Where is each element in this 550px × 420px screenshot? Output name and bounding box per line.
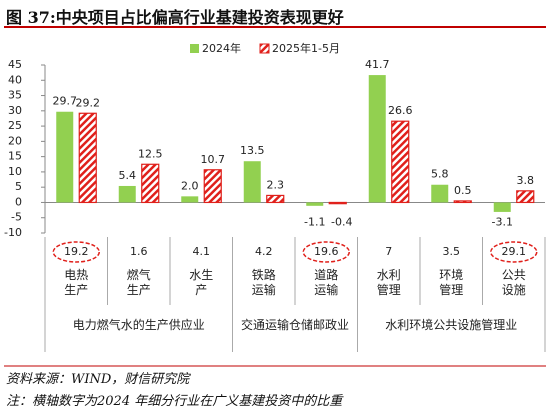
value-label: -1.1 — [304, 215, 325, 228]
weight-label: 1.6 — [130, 245, 148, 258]
bar — [368, 75, 386, 203]
weight-label: 19.6 — [314, 245, 339, 258]
weight-circle — [490, 241, 538, 263]
figure-title: 图 37:中央项目占比偏高行业基建投资表现更好 — [6, 8, 344, 27]
value-label: 10.7 — [201, 153, 226, 166]
weight-label: 29.1 — [502, 245, 527, 258]
bar — [56, 111, 74, 203]
value-label: 2.3 — [267, 178, 285, 191]
bar — [243, 161, 261, 203]
category-label: 公共设施 — [501, 268, 526, 297]
y-tick-label: -10 — [4, 226, 22, 239]
weight-label: 7 — [385, 245, 392, 258]
value-label: 13.5 — [240, 144, 265, 157]
category-label: 环境管理 — [439, 268, 464, 297]
bar — [141, 163, 160, 204]
bar — [203, 169, 222, 204]
legend-swatch — [190, 44, 199, 53]
bar — [78, 112, 97, 204]
value-label: -3.1 — [492, 215, 513, 228]
value-label: 12.5 — [138, 147, 163, 160]
value-label: 0.5 — [454, 184, 472, 197]
weight-label: 4.2 — [255, 245, 273, 258]
y-tick-label: 5 — [15, 180, 22, 193]
bar — [306, 202, 324, 206]
weight-label: 19.2 — [64, 245, 89, 258]
weight-label: 3.5 — [443, 245, 461, 258]
bar — [328, 201, 347, 205]
y-tick-label: 20 — [8, 134, 22, 147]
y-tick-label: 45 — [8, 58, 22, 71]
value-label: -0.4 — [331, 215, 352, 228]
weight-label: 4.1 — [193, 245, 211, 258]
value-label: 41.7 — [365, 58, 390, 71]
group-label: 电力燃气水的生产供应业 — [72, 318, 205, 332]
bar — [516, 190, 535, 204]
value-label: 26.6 — [388, 104, 413, 117]
value-label: 5.8 — [431, 168, 449, 181]
y-tick-label: 35 — [8, 89, 22, 102]
group-label: 交通运输仓储邮政业 — [240, 318, 349, 332]
y-tick-label: 25 — [8, 119, 22, 132]
bar — [181, 196, 199, 203]
bar — [431, 184, 449, 203]
category-label: 电热生产 — [64, 268, 89, 297]
bar — [391, 120, 410, 204]
value-label: 29.2 — [76, 96, 101, 109]
value-label: 2.0 — [181, 179, 199, 192]
y-tick-label: 30 — [8, 104, 22, 117]
group-label: 水利环境公共设施管理业 — [385, 318, 518, 332]
y-tick-label: -5 — [11, 211, 22, 224]
bar — [493, 202, 511, 212]
category-label: 水生产 — [189, 268, 214, 297]
legend-label: 2025年1-5月 — [272, 41, 340, 55]
category-label: 水利管理 — [376, 268, 401, 297]
value-label: 29.7 — [53, 95, 78, 108]
source: 资料来源：WIND，财信研究院 — [6, 372, 190, 387]
legend-swatch — [259, 43, 270, 54]
bar — [118, 185, 136, 203]
category-label: 铁路运输 — [251, 268, 276, 297]
y-tick-label: 10 — [8, 165, 22, 178]
y-tick-label: 40 — [8, 73, 22, 86]
category-label: 道路运输 — [314, 268, 339, 297]
y-tick-label: 15 — [8, 150, 22, 163]
value-label: 3.8 — [517, 174, 535, 187]
weight-circle — [302, 241, 350, 263]
note: 注：横轴数字为2024 年细分行业在广义基建投资中的比重 — [6, 394, 343, 409]
bar — [266, 194, 285, 204]
bar — [453, 200, 472, 204]
value-label: 5.4 — [119, 169, 137, 182]
category-label: 燃气生产 — [126, 268, 151, 297]
legend-label: 2024年 — [202, 41, 241, 55]
y-tick-label: 0 — [15, 195, 22, 208]
weight-circle — [52, 241, 100, 263]
